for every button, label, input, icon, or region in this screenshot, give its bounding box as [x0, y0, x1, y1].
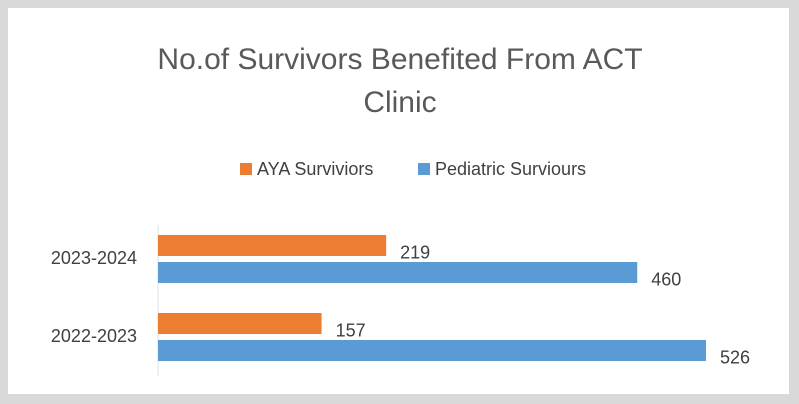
- bar: [158, 340, 706, 361]
- data-label: 157: [336, 320, 366, 340]
- legend-label: AYA Surviviors: [257, 159, 373, 179]
- legend-swatch: [418, 163, 430, 175]
- data-label: 219: [400, 242, 430, 262]
- bar: [158, 235, 387, 256]
- y-tick-label: 2022-2023: [51, 326, 137, 346]
- legend-label: Pediatric Surviours: [435, 159, 586, 179]
- legend-swatch: [240, 163, 252, 175]
- bar: [158, 262, 638, 283]
- bar: [158, 313, 322, 334]
- data-label: 460: [651, 269, 681, 289]
- chart-area: [8, 8, 789, 394]
- chart-title: No.of Survivors Benefited From ACT Clini…: [157, 43, 643, 119]
- data-label: 526: [720, 347, 750, 367]
- y-tick-label: 2023-2024: [51, 248, 137, 268]
